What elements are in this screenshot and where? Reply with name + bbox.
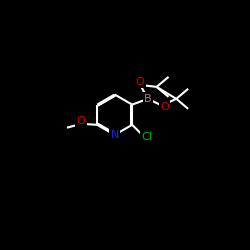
Text: B: B <box>144 94 152 104</box>
Text: N: N <box>110 130 119 140</box>
Text: O: O <box>136 77 144 87</box>
Text: O: O <box>160 102 169 112</box>
Text: Cl: Cl <box>141 132 152 142</box>
Text: O: O <box>76 116 85 126</box>
